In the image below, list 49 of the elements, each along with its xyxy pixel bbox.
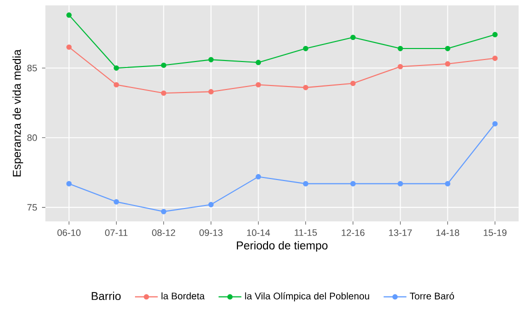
point	[161, 62, 166, 68]
point	[303, 181, 308, 186]
x-tick-label: 11-15	[294, 229, 317, 236]
x-tick-label: 14-18	[436, 229, 460, 236]
point	[350, 80, 356, 86]
point	[114, 82, 120, 88]
x-tick-label: 15-19	[484, 229, 506, 236]
point	[492, 121, 498, 126]
point	[256, 174, 262, 180]
legend-label: la Vila Olímpica del Poblenou	[245, 292, 370, 302]
point	[303, 84, 308, 90]
point	[208, 89, 214, 94]
point	[350, 34, 356, 40]
x-tick-label: 13-17	[389, 229, 412, 236]
y-tick-label: 80	[27, 134, 37, 142]
x-tick-label: 10-14	[247, 229, 270, 236]
y-tick-label: 85	[27, 64, 37, 72]
legend-label: la Bordeta	[162, 292, 205, 300]
point	[492, 56, 498, 61]
point	[398, 46, 403, 52]
point	[492, 32, 498, 38]
point	[256, 82, 262, 88]
y-axis-title: Esperanza de vida media	[12, 49, 24, 176]
point	[208, 57, 214, 62]
y-tick-label: 75	[27, 204, 37, 211]
point	[444, 181, 450, 186]
x-axis-title: Periodo de tiempo	[236, 241, 328, 252]
point	[114, 65, 120, 71]
point	[398, 181, 403, 186]
point	[303, 46, 308, 52]
point	[161, 208, 166, 214]
point	[66, 181, 72, 186]
point	[66, 44, 72, 50]
point	[161, 90, 166, 96]
point	[66, 12, 72, 18]
point	[444, 61, 450, 67]
point	[398, 64, 403, 70]
point	[256, 60, 262, 66]
point	[444, 46, 450, 52]
point	[350, 181, 356, 186]
point	[208, 202, 214, 208]
legend-label: Torre Baró	[410, 292, 454, 300]
x-tick-label: 09-13	[199, 229, 223, 236]
point	[114, 199, 120, 204]
x-tick-label: 12-16	[342, 229, 365, 236]
x-tick-label: 08-12	[152, 229, 176, 236]
x-tick-label: 06-10	[57, 229, 81, 236]
x-tick-label: 07-11	[105, 229, 128, 236]
legend-title: Barrio	[92, 292, 121, 300]
